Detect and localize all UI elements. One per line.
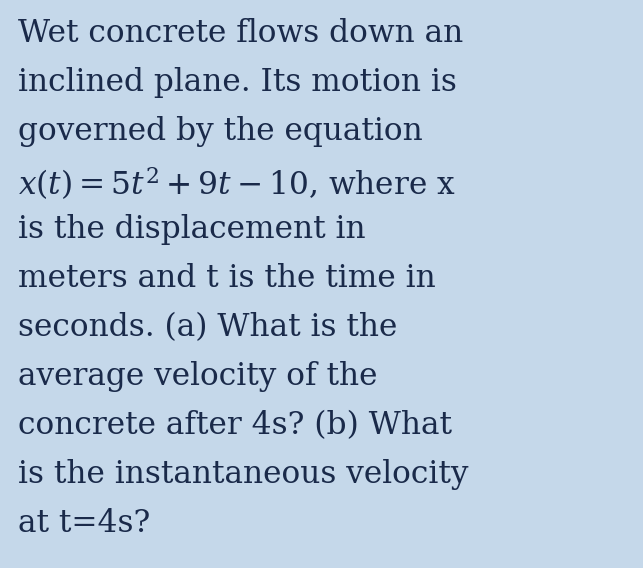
Text: is the instantaneous velocity: is the instantaneous velocity <box>18 459 469 490</box>
Text: at t=4s?: at t=4s? <box>18 508 150 539</box>
Text: meters and t is the time in: meters and t is the time in <box>18 263 436 294</box>
Text: $x(t) = 5t^2 + 9t - 10$, where x: $x(t) = 5t^2 + 9t - 10$, where x <box>18 165 456 202</box>
Text: inclined plane. Its motion is: inclined plane. Its motion is <box>18 67 457 98</box>
Text: average velocity of the: average velocity of the <box>18 361 377 392</box>
Text: governed by the equation: governed by the equation <box>18 116 422 147</box>
Text: concrete after 4s? (b) What: concrete after 4s? (b) What <box>18 410 452 441</box>
Text: Wet concrete flows down an: Wet concrete flows down an <box>18 18 463 49</box>
Text: is the displacement in: is the displacement in <box>18 214 366 245</box>
Text: seconds. (a) What is the: seconds. (a) What is the <box>18 312 397 343</box>
